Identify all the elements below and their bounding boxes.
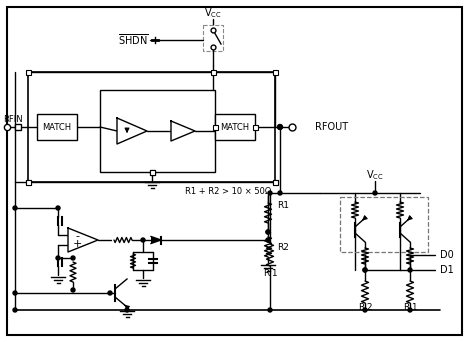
Text: RI2: RI2 xyxy=(358,303,372,313)
Circle shape xyxy=(141,238,145,242)
Polygon shape xyxy=(68,228,98,252)
Text: R1: R1 xyxy=(277,200,289,210)
Text: MATCH: MATCH xyxy=(42,122,72,132)
Text: $\overline{\mathrm{SHDN}}$: $\overline{\mathrm{SHDN}}$ xyxy=(118,32,148,48)
Circle shape xyxy=(13,308,17,312)
Bar xyxy=(252,124,257,130)
Text: RFIN: RFIN xyxy=(3,115,23,124)
Bar xyxy=(28,72,275,182)
Text: D0: D0 xyxy=(440,250,454,260)
Text: RI1: RI1 xyxy=(263,268,277,277)
Circle shape xyxy=(13,291,17,295)
Polygon shape xyxy=(151,237,161,244)
Circle shape xyxy=(13,206,17,210)
Circle shape xyxy=(56,206,60,210)
Circle shape xyxy=(268,191,272,195)
Bar xyxy=(272,180,278,184)
Circle shape xyxy=(408,308,412,312)
Text: RFOUT: RFOUT xyxy=(315,122,348,132)
Bar xyxy=(340,197,428,252)
Bar xyxy=(100,90,215,172)
Circle shape xyxy=(71,288,75,292)
Text: R1 + R2 > 10 × 50Ω: R1 + R2 > 10 × 50Ω xyxy=(185,187,271,197)
Circle shape xyxy=(363,268,367,272)
Text: D1: D1 xyxy=(440,265,454,275)
Circle shape xyxy=(408,268,412,272)
Circle shape xyxy=(363,268,367,272)
Polygon shape xyxy=(171,121,195,141)
Bar xyxy=(25,69,30,75)
Text: +: + xyxy=(72,239,82,249)
Circle shape xyxy=(278,191,282,195)
Circle shape xyxy=(71,256,75,260)
Circle shape xyxy=(363,308,367,312)
Circle shape xyxy=(108,291,112,295)
Bar xyxy=(211,69,215,75)
Text: -: - xyxy=(75,231,79,241)
Polygon shape xyxy=(117,118,147,144)
Bar xyxy=(25,180,30,184)
Text: V$_\mathrm{CC}$: V$_\mathrm{CC}$ xyxy=(366,168,384,182)
Bar xyxy=(150,170,154,174)
Bar xyxy=(212,124,218,130)
Circle shape xyxy=(266,230,270,234)
Bar xyxy=(272,180,278,184)
Bar xyxy=(150,170,154,174)
Bar xyxy=(25,180,30,184)
Bar xyxy=(203,25,223,51)
Bar xyxy=(272,69,278,75)
Text: MATCH: MATCH xyxy=(220,122,250,132)
Text: V$_\mathrm{CC}$: V$_\mathrm{CC}$ xyxy=(204,6,222,20)
Circle shape xyxy=(266,238,270,242)
Circle shape xyxy=(56,256,60,260)
Bar xyxy=(215,114,255,140)
Bar xyxy=(37,114,77,140)
Text: R2: R2 xyxy=(277,242,289,251)
Circle shape xyxy=(278,124,282,130)
Circle shape xyxy=(125,308,129,312)
Text: RI1: RI1 xyxy=(403,303,417,313)
Circle shape xyxy=(268,308,272,312)
Bar xyxy=(150,170,154,174)
Circle shape xyxy=(373,191,377,195)
Circle shape xyxy=(266,230,270,234)
Circle shape xyxy=(278,125,282,129)
